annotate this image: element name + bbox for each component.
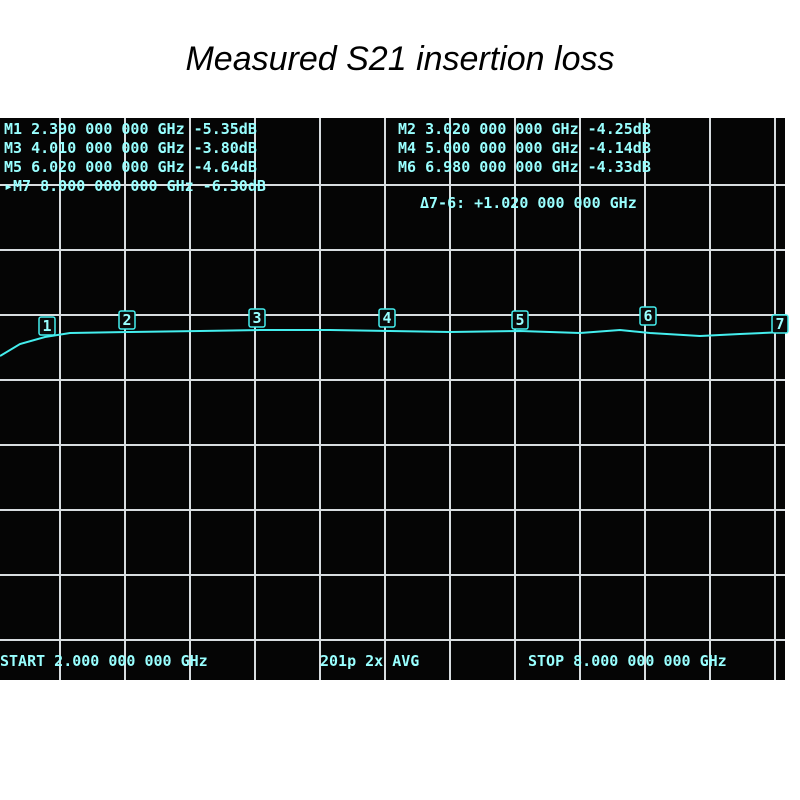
start-freq: START 2.000 000 000 GHz	[0, 652, 208, 670]
marker-label: 3	[252, 309, 261, 327]
marker-box	[118, 310, 136, 330]
marker-readout: ▸M7 8.000 000 000 GHz -6.30dB	[4, 177, 266, 195]
title: Measured S21 insertion loss	[185, 40, 614, 78]
marker-label: 6	[643, 307, 652, 325]
marker-label: 5	[515, 311, 524, 329]
marker-readout: M1 2.390 000 000 GHz -5.35dB	[4, 120, 257, 138]
marker-readout: M6 6.980 000 000 GHz -4.33dB	[398, 158, 651, 176]
grid	[0, 118, 785, 680]
marker-label: 4	[382, 309, 391, 327]
marker-label: 7	[775, 315, 784, 333]
sweep-info: 201p 2x AVG	[320, 652, 419, 670]
marker-box	[38, 316, 56, 336]
marker-readout: M2 3.020 000 000 GHz -4.25dB	[398, 120, 651, 138]
stop-freq: STOP 8.000 000 000 GHz	[528, 652, 727, 670]
marker-box	[639, 306, 657, 326]
marker-readout: M4 5.000 000 000 GHz -4.14dB	[398, 139, 651, 157]
vna-display	[0, 118, 785, 680]
marker-box	[248, 308, 266, 328]
marker-box	[511, 310, 529, 330]
delta-readout: Δ7-6: +1.020 000 000 GHz	[420, 194, 637, 212]
s21-trace	[0, 328, 786, 357]
marker-box	[771, 314, 789, 334]
marker-readout: M3 4.010 000 000 GHz -3.80dB	[4, 139, 257, 157]
marker-readout: M5 6.020 000 000 GHz -4.64dB	[4, 158, 257, 176]
marker-label: 1	[42, 317, 51, 335]
marker-label: 2	[122, 311, 131, 329]
marker-box	[378, 308, 396, 328]
